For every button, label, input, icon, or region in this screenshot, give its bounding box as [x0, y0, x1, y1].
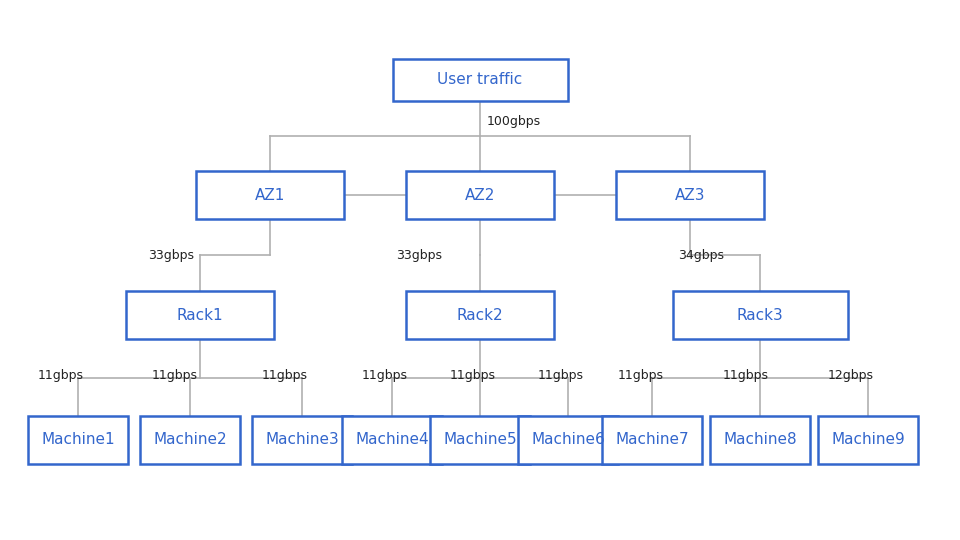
Text: Rack3: Rack3 [736, 307, 783, 322]
Text: 11gbps: 11gbps [362, 368, 408, 381]
Text: Machine6: Machine6 [531, 433, 605, 448]
Text: 11gbps: 11gbps [538, 368, 584, 381]
FancyBboxPatch shape [616, 171, 764, 219]
FancyBboxPatch shape [602, 416, 702, 464]
Text: Machine5: Machine5 [444, 433, 516, 448]
FancyBboxPatch shape [406, 291, 554, 339]
FancyBboxPatch shape [673, 291, 848, 339]
Text: AZ2: AZ2 [465, 187, 495, 202]
FancyBboxPatch shape [710, 416, 810, 464]
Text: Machine7: Machine7 [615, 433, 689, 448]
Text: Machine4: Machine4 [355, 433, 429, 448]
Text: 11gbps: 11gbps [723, 368, 769, 381]
FancyBboxPatch shape [28, 416, 128, 464]
Text: 100gbps: 100gbps [487, 116, 541, 129]
Text: 11gbps: 11gbps [618, 368, 664, 381]
FancyBboxPatch shape [393, 59, 567, 101]
FancyBboxPatch shape [196, 171, 344, 219]
Text: 11gbps: 11gbps [38, 368, 84, 381]
FancyBboxPatch shape [406, 171, 554, 219]
FancyBboxPatch shape [430, 416, 530, 464]
Text: Machine9: Machine9 [831, 433, 905, 448]
Text: AZ1: AZ1 [254, 187, 285, 202]
Text: 11gbps: 11gbps [262, 368, 308, 381]
Text: 11gbps: 11gbps [152, 368, 198, 381]
Text: 11gbps: 11gbps [450, 368, 496, 381]
Text: Rack2: Rack2 [457, 307, 503, 322]
Text: Rack1: Rack1 [177, 307, 224, 322]
FancyBboxPatch shape [252, 416, 352, 464]
FancyBboxPatch shape [342, 416, 442, 464]
FancyBboxPatch shape [126, 291, 274, 339]
Text: 33gbps: 33gbps [148, 248, 194, 261]
Text: 33gbps: 33gbps [396, 248, 442, 261]
Text: User traffic: User traffic [438, 72, 522, 87]
Text: Machine2: Machine2 [154, 433, 227, 448]
Text: AZ3: AZ3 [675, 187, 706, 202]
Text: Machine1: Machine1 [41, 433, 115, 448]
FancyBboxPatch shape [140, 416, 240, 464]
FancyBboxPatch shape [518, 416, 618, 464]
FancyBboxPatch shape [818, 416, 918, 464]
Text: 12gbps: 12gbps [828, 368, 874, 381]
Text: 34gbps: 34gbps [678, 248, 724, 261]
Text: Machine8: Machine8 [723, 433, 797, 448]
Text: Machine3: Machine3 [265, 433, 339, 448]
